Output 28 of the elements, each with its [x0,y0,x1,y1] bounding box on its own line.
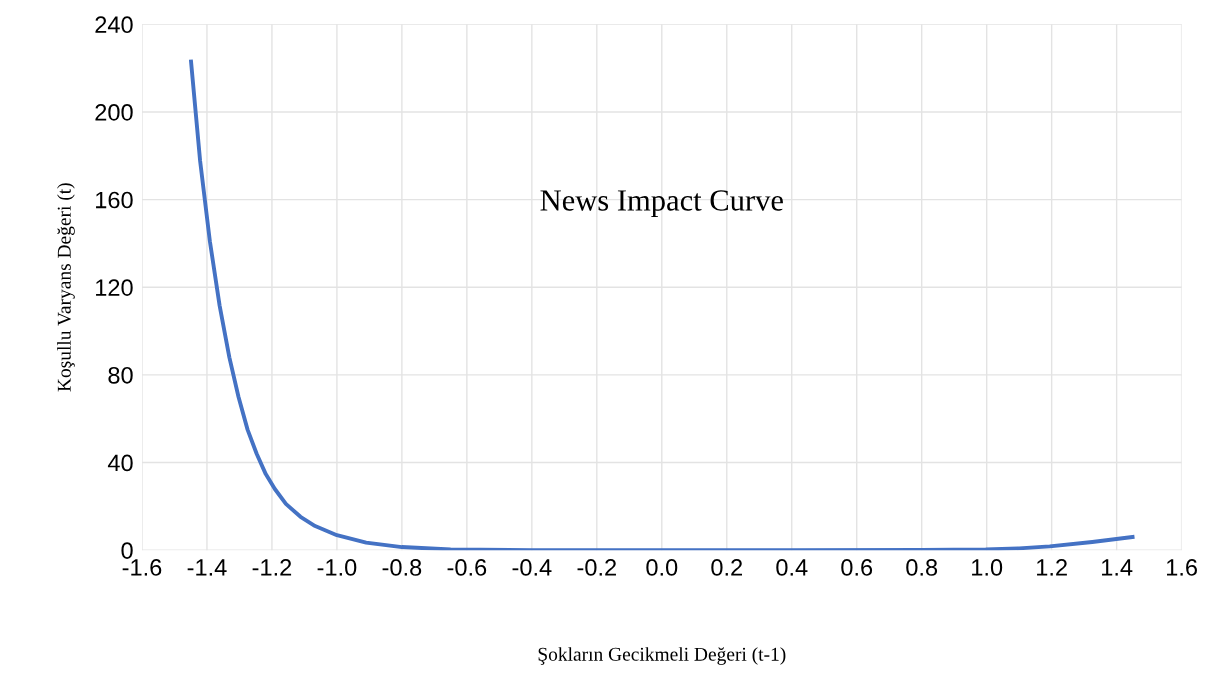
x-tick-label: 1.2 [1037,559,1067,576]
y-tick-label: 0 [121,542,133,559]
x-tick-label: 1.4 [1102,559,1133,576]
y-tick-label: 240 [95,16,133,34]
x-tick-label: 0.0 [646,559,678,576]
x-tick-label: 0.6 [841,559,873,576]
x-tick-label: 1.6 [1167,559,1197,576]
x-tick-label: 0.2 [711,559,742,576]
x-axis-title: Şokların Gecikmeli Değeri (t-1) [538,647,786,665]
y-tick-label: 200 [95,104,133,121]
x-tick-label: -1.0 [317,559,357,576]
y-axis-title: Koşullu Varyans Değeri (t) [57,183,75,392]
x-tick-label: -0.4 [512,559,552,576]
text: News Impact Curve [540,190,783,217]
x-tick-label: 0.4 [776,559,808,576]
line-series [189,59,1135,551]
y-tick-label: 80 [108,366,133,384]
y-tick-label: 40 [107,454,133,472]
x-tick-label: -1.4 [187,559,227,576]
x-tick-label: -1.6 [122,559,162,576]
x-tick-label: 1.0 [972,559,1003,576]
x-tick-label: -0.2 [577,559,616,576]
x-tick-label: -1.2 [252,559,292,576]
y-tick-label: 120 [96,279,133,296]
x-tick-label: -0.6 [447,559,487,576]
x-tick-label: -0.8 [382,559,422,576]
x-tick-label: 0.8 [906,559,938,576]
y-tick-label: 160 [96,191,133,209]
